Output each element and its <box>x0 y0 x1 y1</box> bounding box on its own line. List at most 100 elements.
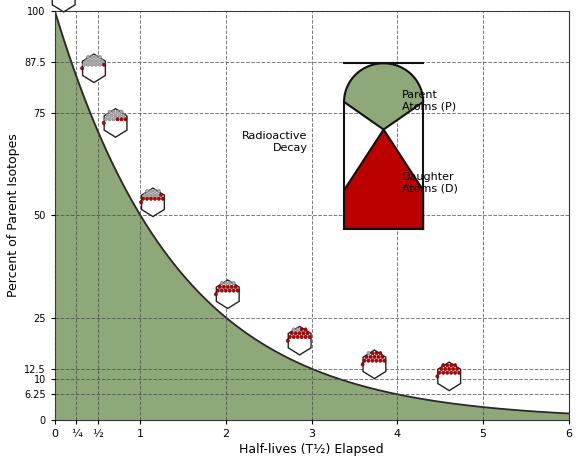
Circle shape <box>294 332 297 335</box>
Text: Radioactive
Decay: Radioactive Decay <box>242 131 307 153</box>
Circle shape <box>456 367 459 371</box>
Circle shape <box>444 367 447 371</box>
Circle shape <box>102 121 105 125</box>
Circle shape <box>375 359 378 363</box>
Circle shape <box>379 359 382 363</box>
Circle shape <box>94 56 97 59</box>
Circle shape <box>373 355 376 359</box>
Circle shape <box>100 59 104 63</box>
Circle shape <box>108 110 111 113</box>
Circle shape <box>114 114 117 117</box>
Circle shape <box>145 197 149 200</box>
Circle shape <box>304 335 307 338</box>
Circle shape <box>438 371 441 375</box>
Circle shape <box>151 193 155 197</box>
Circle shape <box>450 371 453 375</box>
Circle shape <box>110 114 113 117</box>
Circle shape <box>93 59 96 63</box>
Circle shape <box>450 363 453 367</box>
Circle shape <box>153 197 156 200</box>
Circle shape <box>286 339 290 342</box>
Circle shape <box>228 282 231 285</box>
Circle shape <box>148 193 151 197</box>
Circle shape <box>308 335 311 338</box>
Circle shape <box>86 56 90 59</box>
Circle shape <box>220 289 223 292</box>
Circle shape <box>300 328 303 331</box>
Circle shape <box>161 197 164 200</box>
Circle shape <box>86 63 90 66</box>
Circle shape <box>361 363 364 366</box>
Circle shape <box>300 335 303 338</box>
Circle shape <box>159 193 163 197</box>
Circle shape <box>453 371 457 375</box>
Circle shape <box>140 200 142 204</box>
Circle shape <box>371 359 374 363</box>
Circle shape <box>367 351 370 355</box>
Circle shape <box>112 110 115 113</box>
Circle shape <box>214 293 218 296</box>
Circle shape <box>108 118 111 121</box>
Circle shape <box>306 332 309 335</box>
Circle shape <box>220 282 223 285</box>
Circle shape <box>367 359 370 363</box>
Circle shape <box>83 63 86 66</box>
Polygon shape <box>104 109 127 137</box>
Circle shape <box>116 118 119 121</box>
Circle shape <box>296 335 299 338</box>
Circle shape <box>98 56 101 59</box>
Circle shape <box>90 63 94 66</box>
Circle shape <box>118 114 121 117</box>
Circle shape <box>155 193 159 197</box>
Circle shape <box>383 359 386 363</box>
Circle shape <box>436 375 439 378</box>
Circle shape <box>90 56 94 59</box>
Circle shape <box>234 285 237 288</box>
Circle shape <box>98 63 101 66</box>
Circle shape <box>292 335 295 338</box>
Circle shape <box>296 328 299 331</box>
Polygon shape <box>52 0 75 12</box>
Text: Daughter
Atoms (D): Daughter Atoms (D) <box>402 172 457 194</box>
Circle shape <box>226 285 229 288</box>
Circle shape <box>149 189 152 193</box>
Polygon shape <box>438 362 461 391</box>
Circle shape <box>369 355 372 359</box>
Circle shape <box>224 289 228 292</box>
Circle shape <box>446 371 449 375</box>
Circle shape <box>149 197 152 200</box>
Text: Parent
Atoms (P): Parent Atoms (P) <box>402 90 456 112</box>
Circle shape <box>85 59 87 63</box>
Circle shape <box>298 332 301 335</box>
Circle shape <box>452 367 455 371</box>
Circle shape <box>302 332 305 335</box>
Circle shape <box>116 110 119 113</box>
Circle shape <box>230 285 233 288</box>
Polygon shape <box>217 280 239 308</box>
Circle shape <box>144 193 146 197</box>
Circle shape <box>153 189 156 193</box>
Circle shape <box>448 367 451 371</box>
Polygon shape <box>288 326 311 355</box>
Polygon shape <box>363 350 386 379</box>
Y-axis label: Percent of Parent Isotopes: Percent of Parent Isotopes <box>7 133 20 297</box>
Circle shape <box>141 197 145 200</box>
Circle shape <box>80 67 84 70</box>
Circle shape <box>104 118 107 121</box>
Circle shape <box>124 118 127 121</box>
Circle shape <box>457 371 461 375</box>
Circle shape <box>218 285 221 288</box>
Circle shape <box>439 367 443 371</box>
Circle shape <box>222 285 225 288</box>
Circle shape <box>363 359 366 363</box>
Circle shape <box>365 355 368 359</box>
Circle shape <box>371 351 374 355</box>
Circle shape <box>375 351 378 355</box>
Circle shape <box>288 335 291 338</box>
Circle shape <box>453 363 457 367</box>
Circle shape <box>112 118 115 121</box>
Circle shape <box>120 110 123 113</box>
Circle shape <box>381 355 384 359</box>
Circle shape <box>232 289 235 292</box>
Circle shape <box>446 363 449 367</box>
